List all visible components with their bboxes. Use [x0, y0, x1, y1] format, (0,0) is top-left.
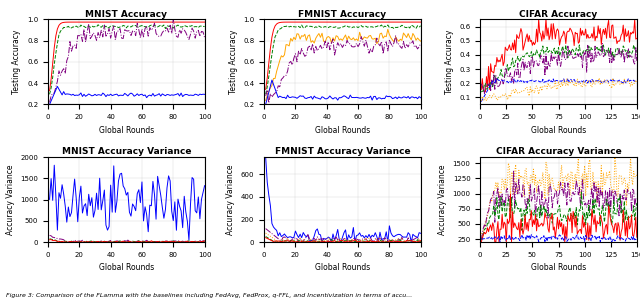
Y-axis label: Accuracy Variance: Accuracy Variance [227, 164, 236, 235]
Title: CIFAR Accuracy Variance: CIFAR Accuracy Variance [495, 147, 621, 156]
X-axis label: Global Rounds: Global Rounds [99, 263, 154, 272]
X-axis label: Global Rounds: Global Rounds [315, 126, 370, 135]
X-axis label: Global Rounds: Global Rounds [531, 126, 586, 135]
Title: MNIST Accuracy: MNIST Accuracy [85, 10, 167, 19]
Y-axis label: Accuracy Variance: Accuracy Variance [438, 164, 447, 235]
Y-axis label: Testing Accuracy: Testing Accuracy [228, 30, 237, 94]
Title: FMNIST Accuracy Variance: FMNIST Accuracy Variance [275, 147, 410, 156]
X-axis label: Global Rounds: Global Rounds [531, 263, 586, 272]
Text: Figure 3: Comparison of the FLamma with the baselines including FedAvg, FedProx,: Figure 3: Comparison of the FLamma with … [6, 292, 413, 298]
Title: CIFAR Accuracy: CIFAR Accuracy [520, 10, 598, 19]
X-axis label: Global Rounds: Global Rounds [315, 263, 370, 272]
Title: FMNIST Accuracy: FMNIST Accuracy [298, 10, 387, 19]
Y-axis label: Testing Accuracy: Testing Accuracy [12, 30, 22, 94]
Y-axis label: Accuracy Variance: Accuracy Variance [6, 164, 15, 235]
X-axis label: Global Rounds: Global Rounds [99, 126, 154, 135]
Y-axis label: Testing Accuracy: Testing Accuracy [445, 30, 454, 94]
Title: MNIST Accuracy Variance: MNIST Accuracy Variance [61, 147, 191, 156]
